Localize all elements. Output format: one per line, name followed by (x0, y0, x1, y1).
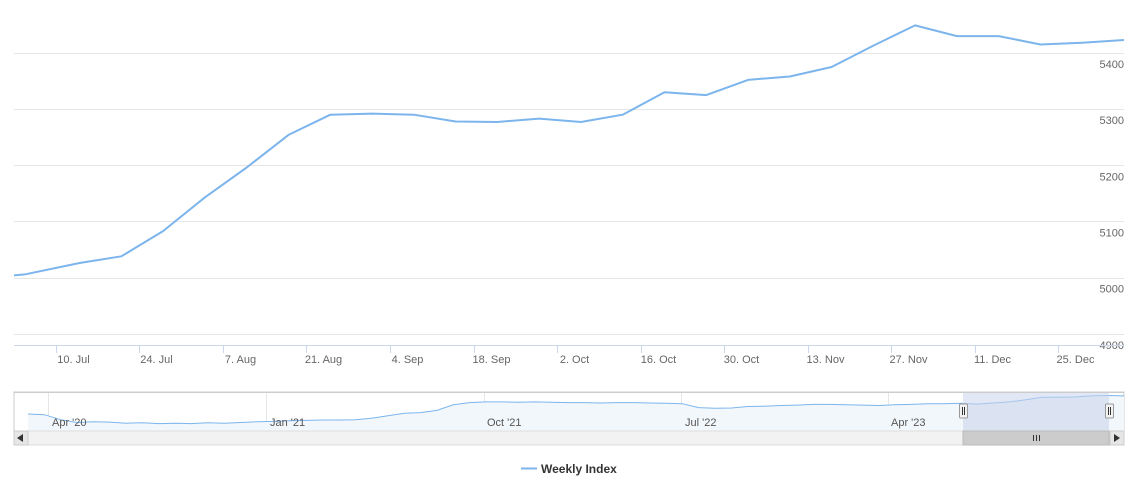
x-tick-label: 21. Aug (305, 354, 342, 366)
x-tick-label: 13. Nov (807, 354, 845, 366)
navigator[interactable]: Apr '20 Jan '21 Oct '21 Jul '22 Apr '23 (13, 391, 1125, 432)
x-tick-label: 25. Dec (1057, 354, 1095, 366)
x-tick-label: 2. Oct (560, 354, 589, 366)
navigator-axis-label: Jan '21 (270, 417, 305, 429)
navigator-axis-label: Oct '21 (487, 417, 522, 429)
navigator-selected-range[interactable] (963, 392, 1109, 431)
navigator-series-area (28, 395, 1124, 431)
navigator-axis-label: Apr '20 (52, 417, 87, 429)
legend-label[interactable]: Weekly Index (541, 462, 617, 476)
y-tick-label: 5100 (1100, 227, 1124, 239)
navigator-axis-label: Apr '23 (891, 417, 926, 429)
y-tick-label: 5000 (1100, 284, 1124, 296)
y-tick-label: 5200 (1100, 171, 1124, 183)
series-weekly-index (13, 24, 1125, 277)
y-tick-label: 5400 (1100, 59, 1124, 71)
y-tick-label: 5300 (1100, 115, 1124, 127)
chevron-right-icon (1114, 434, 1120, 442)
x-tick-label: 16. Oct (641, 354, 676, 366)
navigator-axis-labels: Apr '20 Jan '21 Oct '21 Jul '22 Apr '23 (52, 417, 926, 429)
chevron-left-icon (17, 434, 23, 442)
navigator-axis-label: Jul '22 (685, 417, 716, 429)
x-axis-labels: 10. Jul 24. Jul 7. Aug 21. Aug 4. Sep 18. Sep… (57, 354, 1095, 366)
x-tick-label: 18. Sep (473, 354, 511, 366)
legend[interactable]: Weekly Index (521, 462, 617, 476)
scrollbar[interactable] (13, 430, 1125, 446)
scrollbar-track[interactable] (13, 430, 1125, 446)
x-tick-label: 24. Jul (140, 354, 172, 366)
x-axis-ticks (56, 345, 1059, 353)
x-tick-label: 7. Aug (225, 354, 256, 366)
grip-icon (1033, 435, 1040, 441)
series-line[interactable] (13, 24, 1125, 277)
x-tick-label: 11. Dec (974, 354, 1012, 366)
x-tick-label: 30. Oct (724, 354, 759, 366)
navigator-left-handle[interactable] (959, 403, 968, 419)
x-tick-label: 4. Sep (392, 354, 424, 366)
x-tick-label: 10. Jul (57, 354, 89, 366)
x-tick-label: 27. Nov (890, 354, 928, 366)
navigator-series-line (27, 394, 1125, 425)
y-grid-lines (14, 53, 1124, 335)
handle-body[interactable] (959, 403, 968, 419)
handle-body[interactable] (1105, 403, 1114, 419)
navigator-right-handle[interactable] (1105, 403, 1114, 419)
